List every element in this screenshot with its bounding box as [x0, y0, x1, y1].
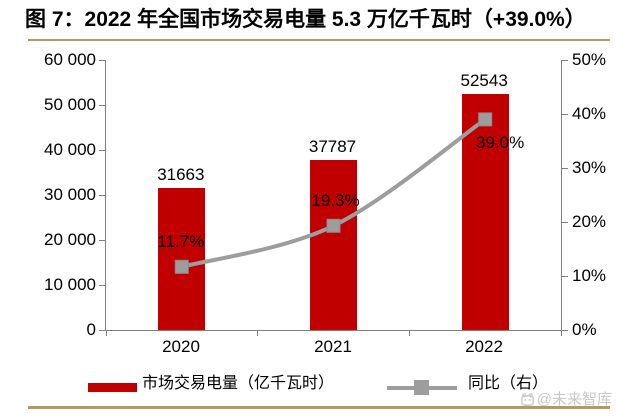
legend-line-marker	[414, 380, 429, 395]
y-axis-tick-label: 0	[86, 320, 96, 339]
line-marker-2021	[326, 218, 341, 233]
y2-axis-tick-label: 30%	[572, 158, 607, 177]
watermark: @未来智库	[520, 391, 612, 408]
yoy-label-2020: 11.7%	[157, 231, 205, 251]
axis-tick	[99, 329, 105, 331]
bar-value-label-2022: 52543	[460, 70, 508, 90]
figure-title: 图 7：2022 年全国市场交易电量 5.3 万亿千瓦时（+39.0%）	[25, 8, 586, 31]
bar-value-label-2021: 37787	[308, 136, 357, 156]
watermark-logo-icon	[520, 393, 534, 406]
axis-tick	[99, 149, 105, 151]
axis-tick	[99, 194, 105, 196]
y-axis-tick-label: 40 000	[44, 140, 96, 159]
bottom-divider	[28, 406, 610, 409]
legend-bar-swatch	[88, 383, 137, 392]
axis-tick	[562, 275, 568, 277]
axis-tick	[99, 59, 105, 61]
y2-axis-tick-label: 40%	[572, 104, 607, 123]
y2-axis-tick-label: 50%	[572, 50, 607, 69]
legend-bar-label: 市场交易电量（亿千瓦时）	[142, 375, 335, 392]
y-axis-tick-label: 20 000	[44, 230, 96, 249]
yoy-label-2021: 19.3%	[311, 190, 360, 210]
axis-tick	[562, 329, 568, 331]
line-marker-2022	[478, 112, 493, 127]
bar-2020	[158, 187, 206, 330]
y-axis-tick-label: 50 000	[44, 95, 96, 114]
title-divider	[28, 39, 610, 41]
y-axis-tick-label: 60 000	[44, 50, 96, 69]
axis-tick	[562, 113, 568, 115]
axis-tick	[257, 330, 259, 336]
y-axis-tick-label: 10 000	[44, 275, 96, 294]
axis-tick	[99, 284, 105, 286]
y2-axis-tick-label: 10%	[572, 266, 607, 285]
y2-axis-tick-label: 0%	[572, 320, 597, 339]
x-axis-label-2022: 2022	[465, 337, 503, 356]
y2-axis-tick-label: 20%	[572, 212, 607, 231]
line-marker-2020	[174, 259, 189, 274]
axis-tick	[562, 221, 568, 223]
bar-2021	[310, 159, 357, 330]
axis-tick	[408, 330, 410, 336]
axis-tick	[560, 330, 562, 336]
axis-tick	[562, 59, 568, 61]
axis-tick	[99, 104, 105, 106]
axis-tick	[99, 239, 105, 241]
yoy-label-2022: 39.0%	[476, 133, 525, 153]
x-axis-label-2021: 2021	[314, 337, 352, 356]
yoy-line-series	[174, 112, 493, 274]
y-axis-tick-label: 30 000	[44, 185, 96, 204]
legend-line-label: 同比（右）	[468, 375, 549, 392]
x-axis-label-2020: 2020	[162, 337, 200, 356]
bar-value-label-2020: 31663	[157, 164, 205, 184]
axis-tick	[105, 330, 107, 336]
watermark-text: @未来智库	[536, 391, 612, 408]
plot-area	[99, 59, 568, 336]
axis-tick	[562, 167, 568, 169]
